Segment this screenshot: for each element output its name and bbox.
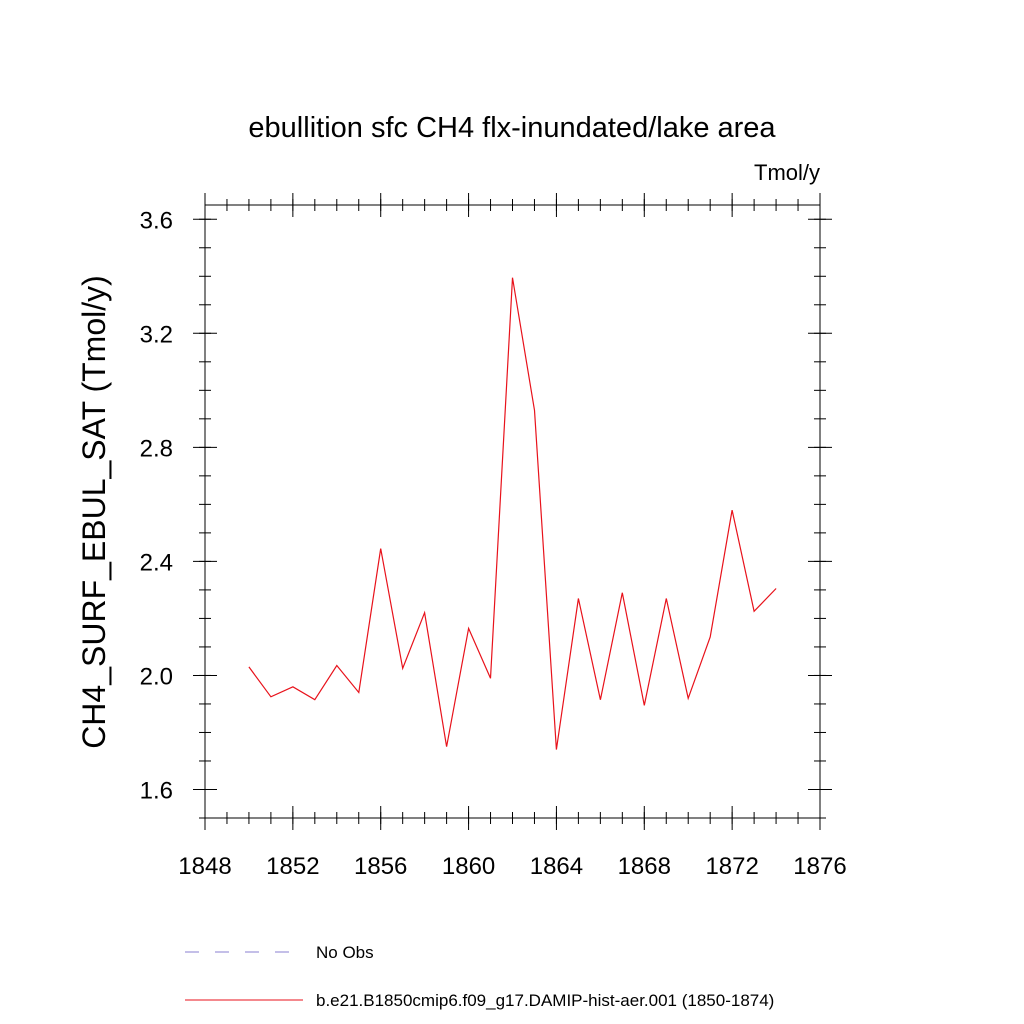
x-tick-label: 1848	[178, 853, 231, 880]
x-tick-label: 1868	[618, 853, 671, 880]
x-tick-label: 1872	[705, 853, 758, 880]
x-tick-label: 1856	[354, 853, 407, 880]
x-tick-label: 1864	[530, 853, 583, 880]
legend: No Obs b.e21.B1850cmip6.f09_g17.DAMIP-his…	[185, 943, 774, 1010]
units-label: Tmol/y	[754, 160, 820, 185]
series-line	[248, 277, 777, 750]
y-tick-label: 2.8	[140, 435, 173, 462]
legend-label: b.e21.B1850cmip6.f09_g17.DAMIP-hist-aer.…	[316, 991, 774, 1010]
chart-title: ebullition sfc CH4 flx-inundated/lake ar…	[248, 112, 776, 144]
y-axis-label: CH4_SURF_EBUL_SAT (Tmol/y)	[76, 275, 112, 749]
legend-label: No Obs	[316, 943, 374, 962]
y-tick-label: 1.6	[140, 777, 173, 804]
x-tick-label: 1852	[266, 853, 319, 880]
y-tick-labels: 1.6 2.0 2.4 2.8 3.2 3.6	[140, 207, 173, 804]
y-tick-label: 2.4	[140, 549, 173, 576]
y-tick-label: 3.6	[140, 207, 173, 234]
x-tick-labels: 1848 1852 1856 1860 1864 1868 1872 1876	[178, 853, 846, 880]
x-tick-label: 1860	[442, 853, 495, 880]
series-layer	[248, 277, 777, 750]
plot-frame	[204, 204, 821, 819]
y-tick-label: 3.2	[140, 321, 173, 348]
x-tick-label: 1876	[793, 853, 846, 880]
y-tick-label: 2.0	[140, 663, 173, 690]
